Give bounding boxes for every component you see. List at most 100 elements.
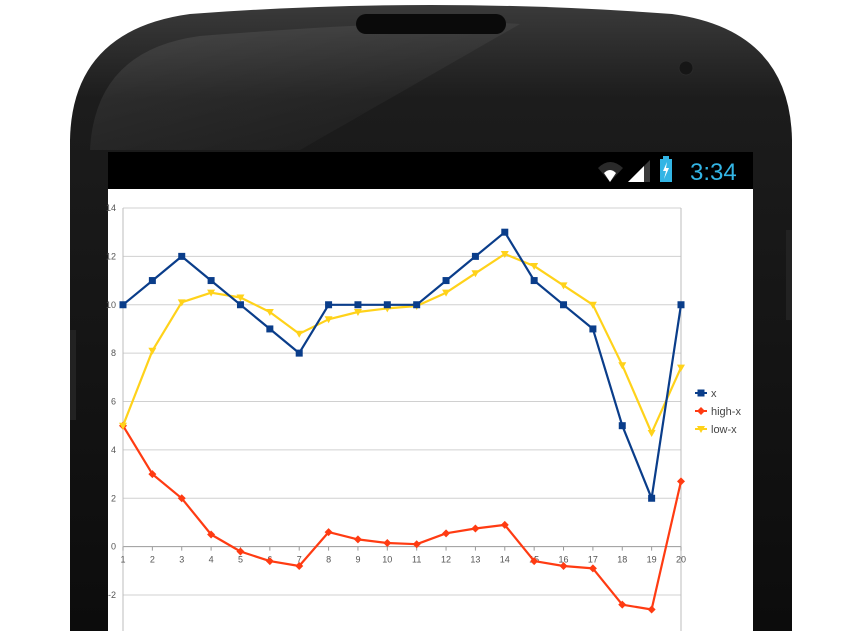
x-tick-label: 13 <box>470 555 480 565</box>
x-tick-label: 10 <box>382 555 392 565</box>
x-tick-label: 18 <box>617 555 627 565</box>
point-x <box>560 301 568 309</box>
x-tick-label: 5 <box>238 555 243 565</box>
point-low-x <box>647 429 656 437</box>
x-tick-label: 11 <box>412 555 421 565</box>
point-low-x <box>265 309 274 317</box>
point-x <box>295 349 303 357</box>
speaker-grille <box>356 14 506 34</box>
point-x <box>501 228 509 236</box>
point-high-x <box>677 477 685 486</box>
point-x <box>119 301 127 309</box>
signal-icon <box>628 160 650 182</box>
point-high-x <box>236 547 245 556</box>
y-tick-label: 8 <box>111 348 116 358</box>
point-high-x <box>618 600 627 609</box>
point-high-x <box>265 557 274 566</box>
point-low-x <box>559 282 568 290</box>
point-x <box>383 301 391 309</box>
legend-marker-x <box>697 389 705 397</box>
series-line-low-x <box>121 252 683 434</box>
point-high-x <box>559 561 568 570</box>
point-high-x <box>177 494 186 503</box>
battery-charging-icon <box>660 156 672 182</box>
x-tick-label: 17 <box>588 555 598 565</box>
point-low-x <box>295 330 304 338</box>
point-low-x <box>471 270 480 278</box>
x-tick-label: 12 <box>441 555 451 565</box>
x-tick-label: 16 <box>559 555 569 565</box>
point-x <box>148 277 156 285</box>
wifi-icon <box>598 162 623 182</box>
point-high-x <box>471 524 480 533</box>
x-tick-label: 20 <box>676 555 686 565</box>
point-x <box>354 301 362 309</box>
point-x <box>589 325 597 333</box>
status-time: 3:34 <box>690 159 737 186</box>
x-tick-label: 9 <box>355 555 360 565</box>
side-button-left <box>70 330 76 420</box>
point-low-x <box>324 316 333 324</box>
point-x <box>648 494 656 502</box>
point-high-x <box>148 470 157 479</box>
point-low-x <box>207 289 216 297</box>
legend-label-x: x <box>711 388 717 400</box>
legend-marker-low-x <box>697 426 705 433</box>
point-x <box>178 252 186 260</box>
x-tick-label: 14 <box>500 555 510 565</box>
point-x <box>677 301 685 309</box>
line-chart: -202468101214123456789101112131415161718… <box>106 203 741 631</box>
point-x <box>442 277 450 285</box>
x-tick-label: 4 <box>209 555 214 565</box>
y-tick-label: 4 <box>111 445 116 455</box>
point-x <box>207 277 215 285</box>
x-tick-label: 1 <box>120 555 125 565</box>
y-tick-label: 6 <box>111 397 116 407</box>
point-high-x <box>207 530 216 539</box>
x-tick-label: 2 <box>150 555 155 565</box>
x-tick-label: 8 <box>326 555 331 565</box>
y-tick-label: -2 <box>108 590 116 600</box>
point-high-x <box>412 540 421 549</box>
point-high-x <box>442 529 451 538</box>
point-low-x <box>148 347 157 355</box>
point-x <box>471 252 479 260</box>
y-tick-label: 12 <box>106 251 116 261</box>
point-low-x <box>353 309 362 317</box>
point-high-x <box>500 520 509 529</box>
y-tick-label: 14 <box>106 203 116 213</box>
point-low-x <box>588 301 597 309</box>
point-low-x <box>442 289 451 297</box>
series-line-x <box>122 231 683 500</box>
point-high-x <box>324 528 333 537</box>
legend-label-high-x: high-x <box>711 406 741 418</box>
point-low-x <box>618 362 627 370</box>
point-x <box>325 301 333 309</box>
x-tick-label: 7 <box>297 555 302 565</box>
y-tick-label: 0 <box>111 542 116 552</box>
y-tick-label: 2 <box>111 493 116 503</box>
status-bar <box>108 152 753 189</box>
point-high-x <box>383 538 392 547</box>
x-tick-label: 3 <box>179 555 184 565</box>
point-low-x <box>500 250 509 258</box>
point-x <box>266 325 274 333</box>
point-low-x <box>530 263 539 271</box>
point-low-x <box>119 422 127 430</box>
side-button-right <box>786 230 792 320</box>
point-high-x <box>588 564 597 573</box>
legend-marker-high-x <box>697 407 705 415</box>
screen <box>108 152 753 631</box>
point-x <box>413 301 421 309</box>
y-tick-label: 10 <box>106 300 116 310</box>
point-x <box>618 422 626 430</box>
series-line-high-x <box>122 425 683 611</box>
point-x <box>236 301 244 309</box>
phone-bezel-glare <box>90 22 520 150</box>
point-high-x <box>530 557 539 566</box>
legend-label-low-x: low-x <box>711 424 737 436</box>
point-low-x <box>677 364 685 372</box>
x-tick-label: 19 <box>647 555 657 565</box>
point-high-x <box>295 561 304 570</box>
